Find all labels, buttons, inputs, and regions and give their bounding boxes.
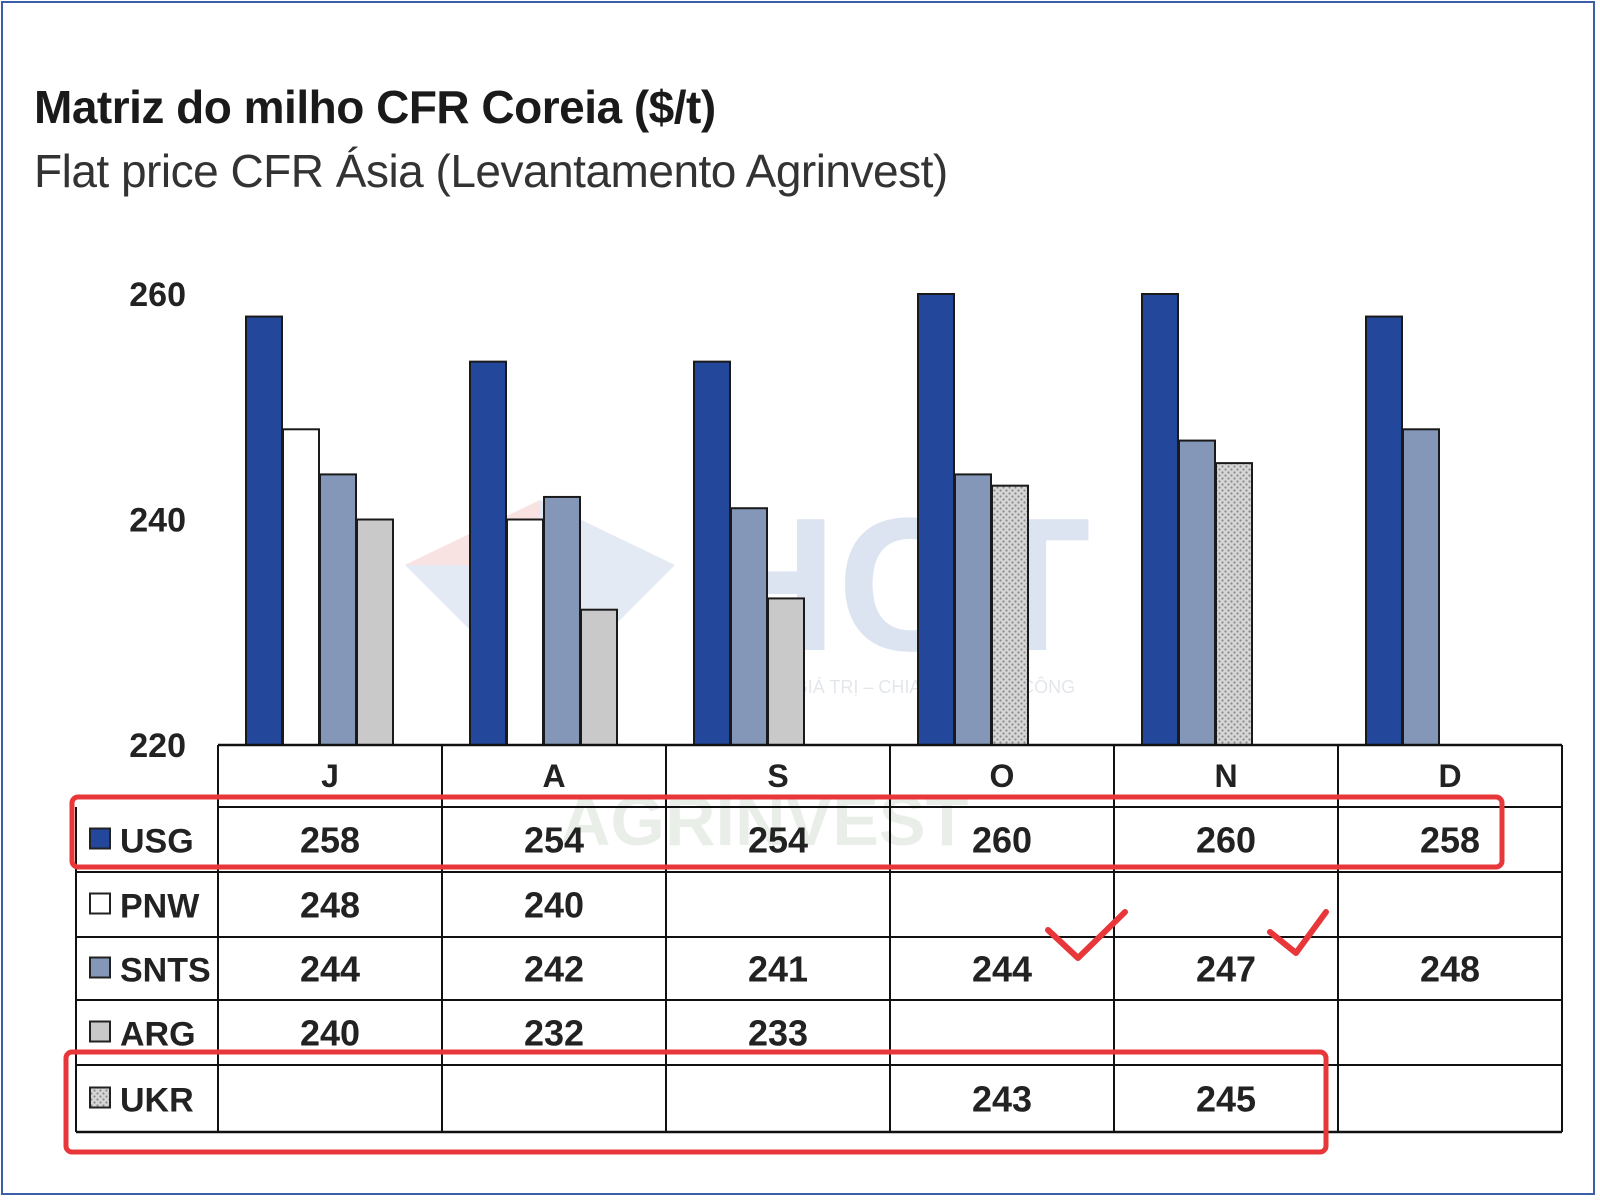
table-cell-snts-j: 244	[300, 949, 360, 990]
legend-swatch-ukr	[89, 1086, 111, 1109]
table-cell-usg-n: 260	[1196, 820, 1256, 861]
legend-swatch-snts	[89, 956, 111, 979]
bar-usg-d	[1365, 315, 1403, 746]
bar-arg-s	[767, 597, 805, 746]
bar-usg-a	[469, 360, 507, 746]
table-cell-snts-a: 242	[524, 949, 584, 990]
bar-usg-n	[1141, 293, 1179, 746]
row-label-arg: ARG	[120, 1016, 196, 1054]
y-tick-label: 240	[129, 502, 186, 540]
bar-snts-s	[730, 507, 768, 746]
table-cell-usg-j: 258	[300, 820, 360, 861]
legend-swatch-pnw	[89, 892, 111, 915]
table-cell-usg-s: 254	[748, 820, 808, 861]
highlight-box-usg	[69, 794, 1505, 870]
row-label-pnw: PNW	[120, 888, 200, 926]
checkmark-icon	[1045, 909, 1128, 961]
checkmark-icon	[1267, 909, 1329, 956]
table-cell-arg-j: 240	[300, 1013, 360, 1054]
bar-arg-a	[580, 608, 618, 747]
highlight-box-ukr	[63, 1049, 1329, 1155]
bar-pnw-j	[282, 428, 320, 746]
y-tick-label: 260	[129, 276, 186, 314]
table-header-d: D	[1438, 758, 1461, 794]
bar-ukr-o	[991, 484, 1029, 746]
bar-pnw-a	[506, 518, 544, 746]
legend-swatch-usg	[89, 827, 111, 850]
bar-snts-o	[954, 473, 992, 746]
table-cell-ukr-n: 245	[1196, 1079, 1256, 1120]
table-cell-snts-d: 248	[1420, 949, 1480, 990]
bar-usg-o	[917, 293, 955, 746]
table-cell-ukr-o: 243	[972, 1079, 1032, 1120]
row-label-usg: USG	[120, 823, 194, 861]
table-header-o: O	[990, 758, 1015, 794]
table-cell-usg-a: 254	[524, 820, 584, 861]
y-tick-label: 220	[129, 727, 186, 765]
bar-arg-j	[356, 518, 394, 746]
table-header-s: S	[767, 758, 788, 794]
bar-ukr-n	[1215, 462, 1253, 746]
table-cell-snts-s: 241	[748, 949, 808, 990]
data-table: J A S O N D USG 258 254 254 260 260 258 PNW 248 240 SNTS…	[75, 743, 1563, 1134]
row-label-snts: SNTS	[120, 952, 211, 990]
bar-snts-j	[319, 473, 357, 746]
bar-snts-a	[543, 495, 581, 747]
bar-usg-s	[693, 360, 731, 746]
bar-snts-n	[1178, 439, 1216, 746]
table-cell-arg-s: 233	[748, 1013, 808, 1054]
table-header-a: A	[542, 758, 565, 794]
table-header-j: J	[321, 758, 339, 794]
table-cell-pnw-j: 248	[300, 885, 360, 926]
annotations	[63, 794, 1505, 1155]
table-cell-arg-a: 232	[524, 1013, 584, 1054]
bar-snts-d	[1402, 428, 1440, 746]
chart-title: Matriz do milho CFR Coreia ($/t)	[34, 81, 716, 133]
table-cell-snts-n: 247	[1196, 949, 1256, 990]
row-label-ukr: UKR	[120, 1082, 194, 1120]
table-cell-snts-o: 244	[972, 949, 1032, 990]
bars	[245, 293, 1440, 747]
y-axis: 260 240 220	[129, 276, 186, 765]
legend-swatch-arg	[89, 1020, 111, 1043]
table-cell-usg-d: 258	[1420, 820, 1480, 861]
table-cell-usg-o: 260	[972, 820, 1032, 861]
table-header-n: N	[1214, 758, 1237, 794]
chart-subtitle: Flat price CFR Ásia (Levantamento Agrinv…	[34, 145, 948, 197]
bar-usg-j	[245, 315, 283, 746]
table-cell-pnw-a: 240	[524, 885, 584, 926]
